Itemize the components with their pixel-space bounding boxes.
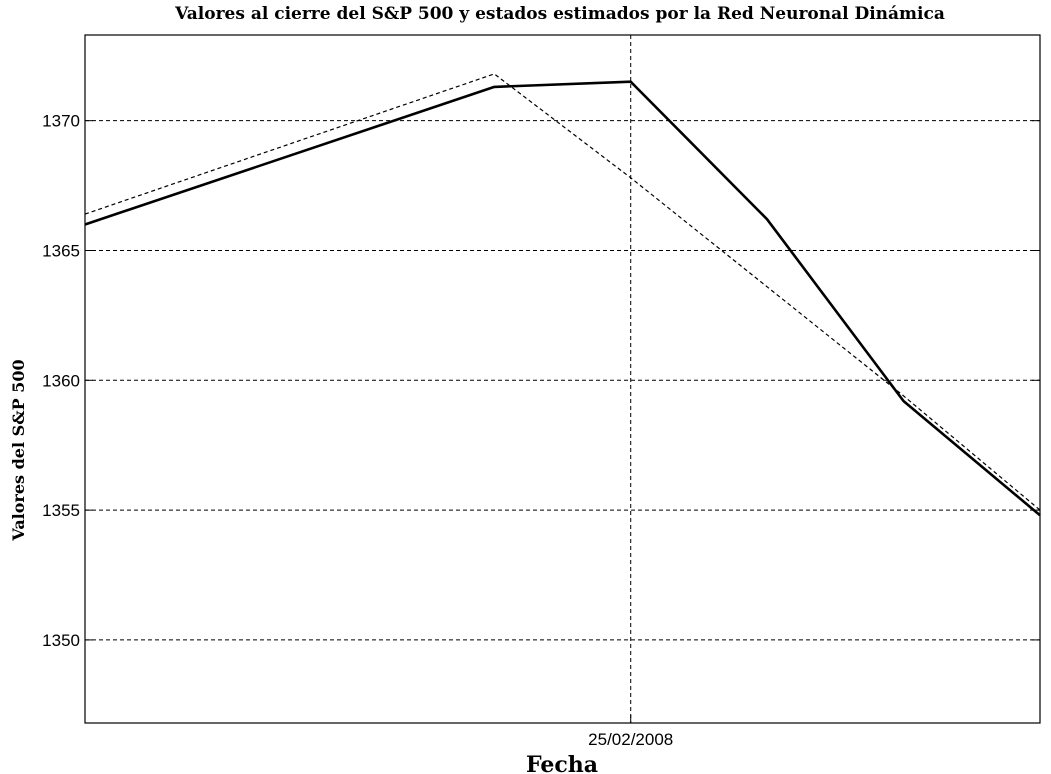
x-axis-ticks: 25/02/2008	[588, 715, 673, 749]
y-tick-label: 1355	[42, 501, 80, 520]
series-layer	[84, 73, 1041, 517]
y-tick-label: 1350	[42, 631, 80, 650]
y-tick-label: 1365	[42, 241, 80, 260]
x-axis-label: Fecha	[526, 752, 598, 774]
plot-frame	[84, 34, 1041, 724]
y-tick-label: 1370	[42, 112, 80, 131]
grid	[85, 35, 1040, 723]
y-tick-label: 1360	[42, 371, 80, 390]
x-tick-label: 25/02/2008	[588, 730, 673, 749]
y-axis-ticks: 1350 1355 1360 1365 1370	[42, 112, 1040, 650]
series-line-2	[84, 73, 1041, 511]
chart-title: Valores al cierre del S&P 500 y estados …	[174, 4, 945, 24]
series-line-1	[84, 80, 1041, 517]
y-axis-label: Valores del S&P 500	[9, 359, 28, 541]
